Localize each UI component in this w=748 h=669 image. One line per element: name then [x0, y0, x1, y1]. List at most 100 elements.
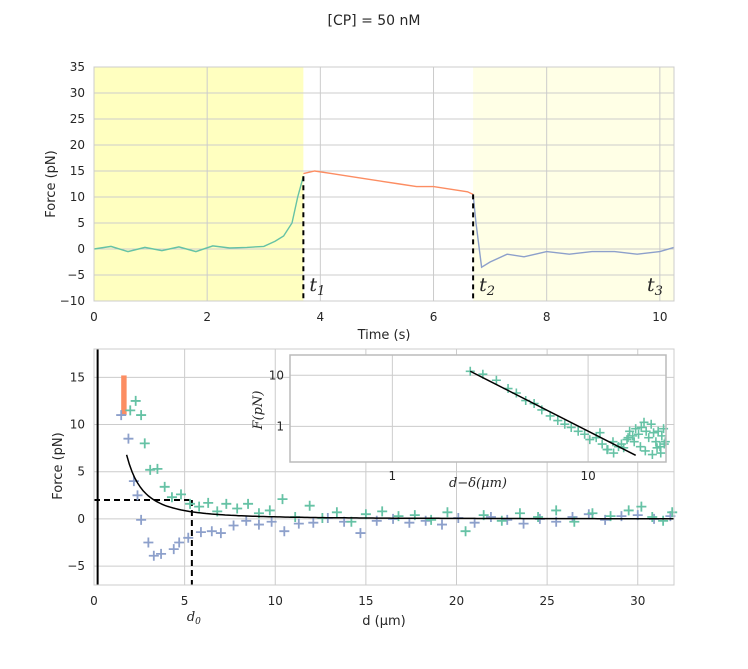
- top-y-tick-label: 10: [70, 190, 85, 204]
- bottom-plot-frame: [93, 348, 675, 586]
- blue-data-point: [567, 512, 578, 523]
- green-data-point: [166, 492, 177, 503]
- green-data-point: [551, 505, 562, 516]
- green-data-point: [623, 505, 634, 516]
- top-y-tick-label: 5: [77, 216, 85, 230]
- blue-data-point: [308, 517, 319, 528]
- inset-data-point: [609, 448, 619, 458]
- green-data-point: [496, 515, 507, 526]
- orange-cluster: [121, 375, 127, 416]
- inset-data-point: [560, 419, 570, 429]
- blue-data-point: [183, 532, 194, 543]
- inset-data-point: [644, 433, 654, 443]
- top-x-tick-label: 4: [317, 310, 325, 324]
- shaded-region-1: [94, 67, 304, 301]
- inset-y-tick-label: 1: [276, 419, 284, 433]
- bottom-x-tick-label: 10: [268, 594, 283, 608]
- green-data-point: [159, 481, 170, 492]
- green-data-point: [139, 438, 150, 449]
- blue-data-point: [174, 537, 185, 548]
- green-data-point: [194, 501, 205, 512]
- inset-data-point: [646, 419, 656, 429]
- green-data-point: [277, 494, 288, 505]
- inset-data-point: [545, 411, 555, 421]
- blue-data-point: [600, 514, 611, 525]
- blue-data-point: [485, 512, 496, 523]
- blue-data-point: [215, 528, 226, 539]
- inset-data-point: [651, 437, 661, 447]
- blue-data-point: [168, 544, 179, 555]
- figure-title: [CP] = 50 nM: [328, 13, 421, 29]
- bottom-x-tick-label: 30: [630, 594, 645, 608]
- bottom-x-tick-label: 0: [90, 594, 98, 608]
- top-x-tick-label: 2: [203, 310, 211, 324]
- inset-data-point: [625, 426, 635, 436]
- green-data-point: [587, 508, 598, 519]
- bottom-x-tick-label: 15: [358, 594, 373, 608]
- green-data-point: [636, 501, 647, 512]
- inset-data-point: [639, 417, 649, 427]
- inset-data-point: [631, 424, 641, 434]
- inset-data-point: [616, 439, 626, 449]
- shaded-region-2: [473, 67, 674, 301]
- green-data-point: [647, 512, 658, 523]
- inset-data-point: [585, 435, 595, 445]
- top-y-tick-label: 0: [77, 242, 85, 256]
- inset-x-tick-label: 10: [580, 469, 595, 483]
- inset-data-point: [602, 445, 612, 455]
- bottom-y-axis-label: Force (pN): [51, 432, 66, 499]
- bottom-y-tick-label: 0: [77, 512, 85, 526]
- inset-data-point: [580, 429, 590, 439]
- inset-plot-area: [290, 355, 666, 462]
- green-data-point: [667, 507, 678, 518]
- green-data-point: [125, 405, 136, 416]
- green-data-point: [442, 507, 453, 518]
- bottom-x-axis-label: d (μm): [362, 614, 405, 629]
- inset-data-point: [641, 426, 651, 436]
- inset-y-axis-label: F(pN): [251, 391, 266, 431]
- blue-data-point: [437, 519, 447, 530]
- green-data-point: [658, 515, 669, 526]
- inset-data-point: [653, 426, 663, 436]
- blue-data-point: [156, 548, 167, 559]
- top-y-tick-label: 30: [70, 86, 85, 100]
- bottom-x-tick-label: 20: [449, 594, 464, 608]
- blue-data-point: [143, 537, 154, 548]
- top-y-tick-label: 35: [70, 60, 85, 74]
- force-trace-3: [472, 194, 675, 269]
- green-data-point: [130, 395, 141, 406]
- green-data-point: [232, 503, 243, 514]
- blue-data-point: [502, 514, 513, 525]
- inset-data-point: [634, 429, 644, 439]
- bottom-y-tick-label: 10: [70, 418, 85, 432]
- marker-label-3: t3: [647, 274, 663, 299]
- top-x-axis-label: Time (s): [357, 328, 411, 343]
- blue-data-point: [206, 526, 217, 537]
- green-data-point: [136, 410, 147, 421]
- inset-panel: 1 10 10 1 d−δ(μm) F(pN): [251, 354, 670, 491]
- blue-data-point: [253, 519, 264, 530]
- inset-data-point: [566, 422, 576, 432]
- bottom-y-tick-label: 15: [70, 370, 85, 384]
- blue-data-point: [148, 550, 159, 561]
- inset-y-tick-label: 10: [269, 368, 284, 382]
- inset-data-point: [553, 416, 563, 426]
- inset-plot-frame: [289, 354, 667, 463]
- inset-data-point: [636, 422, 646, 432]
- green-data-point: [533, 512, 544, 523]
- top-plot-frame: [93, 66, 675, 302]
- green-data-point: [514, 508, 525, 519]
- bottom-y-tick-label: 5: [77, 465, 85, 479]
- green-data-point: [331, 507, 342, 518]
- inset-data-point: [656, 448, 666, 458]
- bottom-y-tick-label: −5: [67, 559, 85, 573]
- green-data-point: [152, 463, 163, 474]
- inset-data-point: [597, 439, 607, 449]
- green-data-point: [460, 526, 471, 537]
- inset-data-point: [640, 446, 650, 456]
- blue-data-point: [469, 517, 480, 528]
- green-data-point: [264, 505, 275, 516]
- inset-data-point: [635, 442, 645, 452]
- inset-data-point: [657, 431, 667, 441]
